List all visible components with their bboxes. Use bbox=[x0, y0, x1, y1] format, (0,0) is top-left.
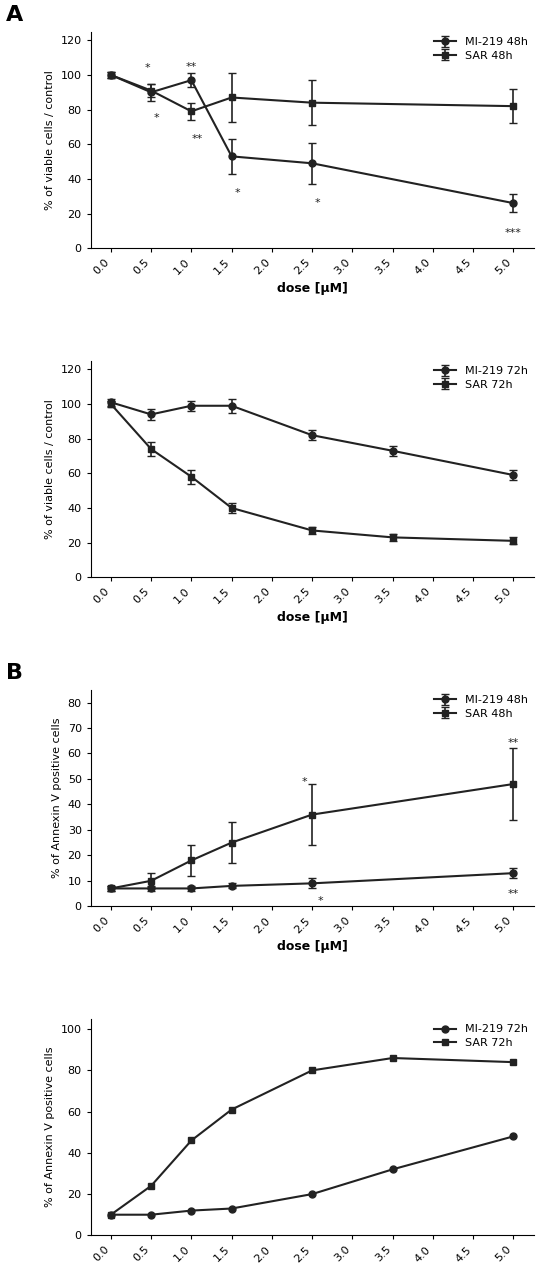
Legend: MI-219 48h, SAR 48h: MI-219 48h, SAR 48h bbox=[434, 37, 528, 61]
Y-axis label: % of viable cells / control: % of viable cells / control bbox=[45, 399, 55, 538]
SAR 72h bbox=[309, 1063, 316, 1078]
Y-axis label: % of viable cells / control: % of viable cells / control bbox=[45, 70, 55, 210]
Text: *: * bbox=[317, 896, 323, 906]
X-axis label: dose [μM]: dose [μM] bbox=[277, 283, 348, 295]
X-axis label: dose [μM]: dose [μM] bbox=[277, 612, 348, 625]
Y-axis label: % of Annexin V positive cells: % of Annexin V positive cells bbox=[52, 718, 62, 878]
Legend: MI-219 72h, SAR 72h: MI-219 72h, SAR 72h bbox=[434, 366, 528, 390]
Line: MI-219 72h: MI-219 72h bbox=[107, 1133, 517, 1218]
MI-219 72h bbox=[188, 1202, 195, 1218]
SAR 72h bbox=[108, 1207, 114, 1223]
SAR 72h bbox=[148, 1178, 155, 1194]
MI-219 72h bbox=[510, 1129, 516, 1144]
Legend: MI-219 48h, SAR 48h: MI-219 48h, SAR 48h bbox=[434, 696, 528, 718]
Y-axis label: % of Annexin V positive cells: % of Annexin V positive cells bbox=[45, 1047, 55, 1207]
Text: **: ** bbox=[191, 134, 202, 144]
SAR 72h bbox=[510, 1054, 516, 1069]
Text: A: A bbox=[6, 5, 23, 25]
Text: **: ** bbox=[186, 62, 197, 71]
Text: *: * bbox=[301, 777, 307, 787]
MI-219 72h bbox=[228, 1201, 235, 1216]
MI-219 72h bbox=[108, 1207, 114, 1223]
Text: **: ** bbox=[508, 888, 519, 898]
SAR 72h bbox=[188, 1133, 195, 1148]
Text: ***: *** bbox=[505, 228, 522, 238]
MI-219 72h bbox=[389, 1162, 396, 1177]
Legend: MI-219 72h, SAR 72h: MI-219 72h, SAR 72h bbox=[434, 1025, 528, 1048]
Text: B: B bbox=[6, 664, 23, 683]
SAR 72h bbox=[228, 1102, 235, 1117]
Text: *: * bbox=[315, 199, 321, 208]
X-axis label: dose [μM]: dose [μM] bbox=[277, 940, 348, 954]
Line: SAR 72h: SAR 72h bbox=[107, 1054, 517, 1218]
SAR 72h bbox=[389, 1050, 396, 1066]
Text: *: * bbox=[154, 114, 160, 123]
Text: *: * bbox=[144, 63, 150, 73]
Text: **: ** bbox=[508, 739, 519, 749]
MI-219 72h bbox=[148, 1207, 155, 1223]
MI-219 72h bbox=[309, 1186, 316, 1201]
Text: *: * bbox=[234, 188, 240, 198]
